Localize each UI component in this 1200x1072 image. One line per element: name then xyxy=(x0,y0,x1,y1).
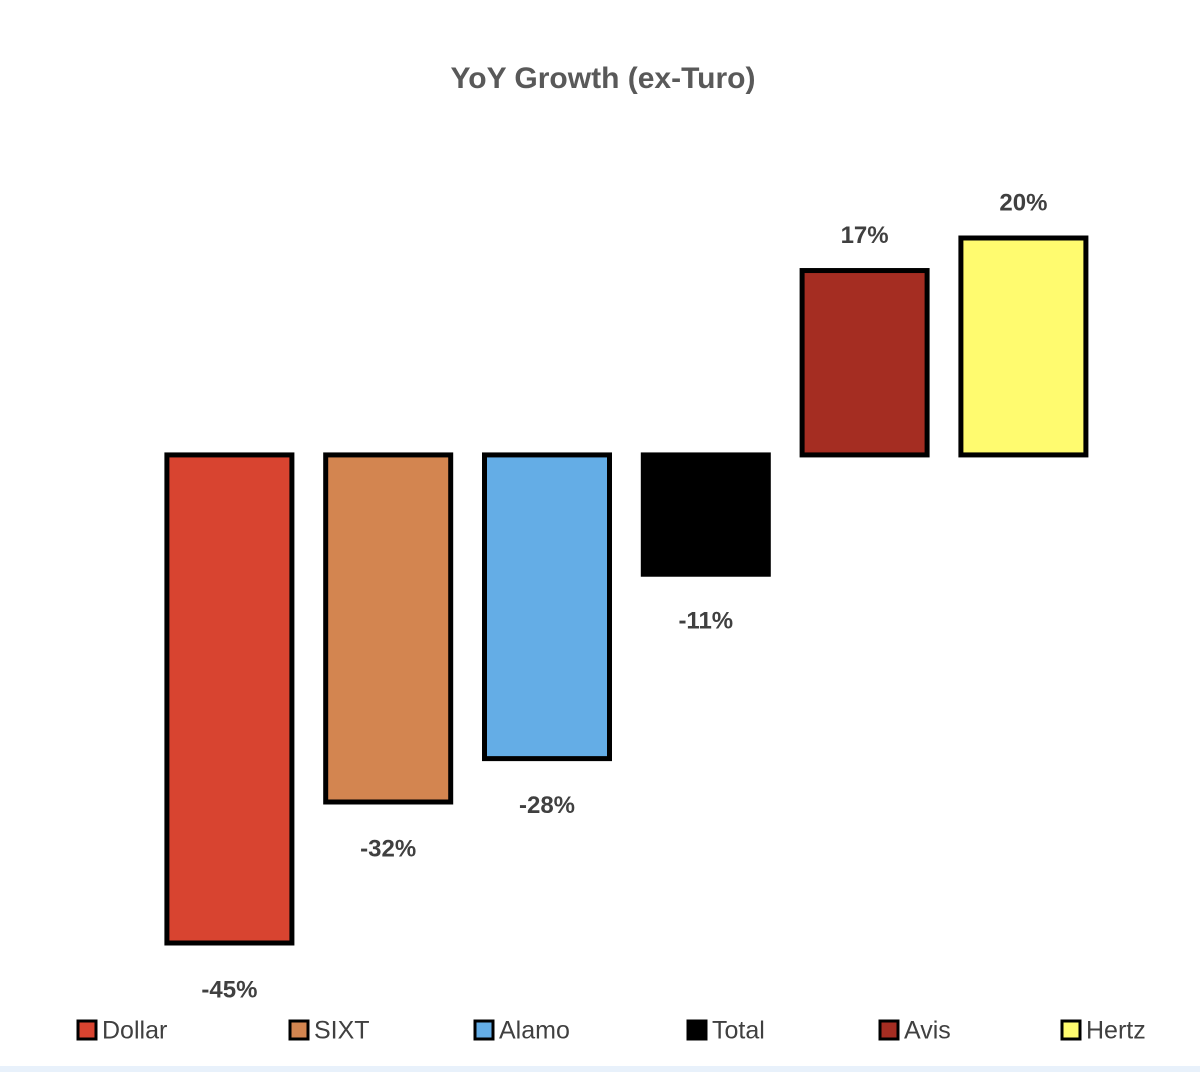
legend-label: Alamo xyxy=(499,1017,570,1045)
data-label: 20% xyxy=(999,189,1047,216)
legend-label: SIXT xyxy=(314,1017,370,1045)
legend-swatch xyxy=(288,1019,310,1041)
bottom-strip xyxy=(0,1066,1200,1072)
bar xyxy=(640,452,771,577)
legend-swatch xyxy=(1060,1019,1082,1041)
legend-swatch xyxy=(76,1019,98,1041)
data-label: -11% xyxy=(678,608,733,635)
legend-swatch xyxy=(878,1019,900,1041)
data-label: -45% xyxy=(201,976,257,1003)
data-label: 17% xyxy=(841,222,889,249)
bar xyxy=(323,452,454,805)
legend-label: Hertz xyxy=(1086,1017,1146,1045)
data-label: -28% xyxy=(519,792,575,819)
legend-label: Avis xyxy=(904,1017,951,1045)
legend-label: Total xyxy=(712,1017,765,1045)
legend-swatch xyxy=(473,1019,495,1041)
chart-title: YoY Growth (ex-Turo) xyxy=(451,62,756,95)
legend-label: Dollar xyxy=(102,1017,167,1045)
legend-swatch xyxy=(686,1019,708,1041)
bar xyxy=(482,452,612,762)
bar xyxy=(164,452,295,946)
bar xyxy=(958,235,1089,458)
bar xyxy=(799,268,930,458)
data-label: -32% xyxy=(360,835,416,862)
